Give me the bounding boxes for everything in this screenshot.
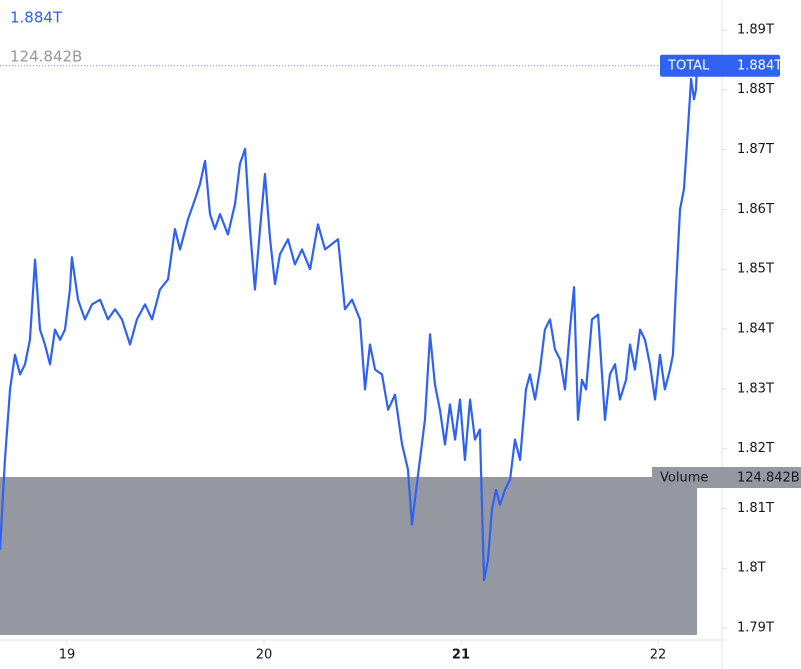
price-tag-box xyxy=(660,54,780,77)
y-tick-label: 1.79T xyxy=(737,621,774,636)
y-tick-label: 1.87T xyxy=(737,142,774,157)
header-value: 1.884T xyxy=(10,9,63,27)
line xyxy=(0,65,699,582)
x-tick-label: 22 xyxy=(650,648,667,663)
y-tick-label: 1.8T xyxy=(737,561,766,576)
y-tick-label: 1.89T xyxy=(737,22,774,37)
volume-pane xyxy=(0,477,697,635)
x-tick-label: 19 xyxy=(59,648,76,663)
y-tick-label: 1.86T xyxy=(737,202,774,217)
y-tick-label: 1.81T xyxy=(737,501,774,516)
header-volume: 124.842B xyxy=(10,48,82,66)
y-tick-label: 1.83T xyxy=(737,381,774,396)
price-tag-value: 1.884T xyxy=(737,58,782,73)
x-tick-label: 21 xyxy=(452,648,470,663)
y-tick-label: 1.85T xyxy=(737,262,774,277)
y-tick-label: 1.82T xyxy=(737,441,774,456)
x-tick-label: 20 xyxy=(256,648,273,663)
volume-tag xyxy=(652,467,801,488)
volume-tag-name: Volume xyxy=(660,471,708,486)
y-tick-label: 1.84T xyxy=(737,321,774,336)
y-tick-label: 1.88T xyxy=(737,82,774,97)
volume-tag-value: 124.842B xyxy=(737,471,800,486)
price-tag-name: TOTAL xyxy=(667,58,710,73)
